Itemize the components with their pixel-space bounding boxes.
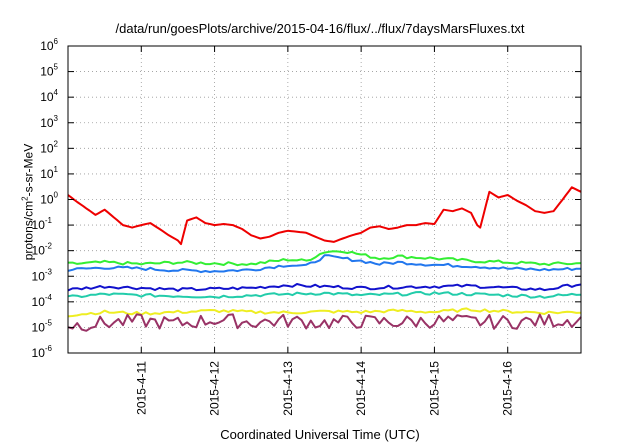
x-tick-label: 2015-4-13	[281, 361, 295, 416]
series-line-1	[67, 186, 582, 246]
series-line-7	[67, 313, 582, 332]
grid	[68, 45, 581, 354]
x-axis-label: Coordinated Universal Time (UTC)	[220, 427, 420, 442]
series-line-6	[67, 307, 582, 318]
y-tick-label: 10-1	[32, 216, 53, 232]
y-tick-label: 105	[40, 63, 58, 79]
x-tick-label: 2015-4-15	[427, 361, 441, 416]
y-tick-label: 104	[40, 88, 58, 104]
y-tick-label: 100	[40, 191, 58, 207]
x-tick-label: 2015-4-11	[134, 361, 148, 415]
x-tick-label: 2015-4-14	[354, 361, 368, 416]
x-tick-label: 2015-4-12	[208, 361, 222, 416]
y-tick-label: 101	[40, 165, 58, 181]
y-tick-label: 10-5	[32, 318, 53, 334]
series-line-3	[67, 254, 582, 274]
chart-title: /data/run/goesPlots/archive/2015-04-16/f…	[115, 21, 525, 36]
series-layer	[67, 186, 582, 332]
series-line-2	[68, 250, 582, 267]
y-tick-label: 10-3	[32, 267, 53, 283]
plot-frame	[67, 45, 582, 354]
y-tick-label: 102	[40, 139, 58, 155]
y-axis-label: protons/cm2-s-sr-MeV	[20, 143, 36, 261]
y-tick-label: 10-4	[32, 293, 53, 309]
x-tick-label: 2015-4-16	[501, 361, 515, 416]
y-tick-label: 106	[40, 37, 58, 53]
y-tick-label: 103	[40, 114, 58, 130]
series-line-4	[67, 283, 582, 292]
y-tick-label: 10-2	[32, 242, 53, 258]
axes: 10-6 10-5 10-4 10-3 10-2 10-1 100 101 102 103 104 1…	[32, 37, 582, 416]
y-tick-label: 10-6	[32, 344, 53, 360]
series-line-5	[67, 291, 582, 299]
